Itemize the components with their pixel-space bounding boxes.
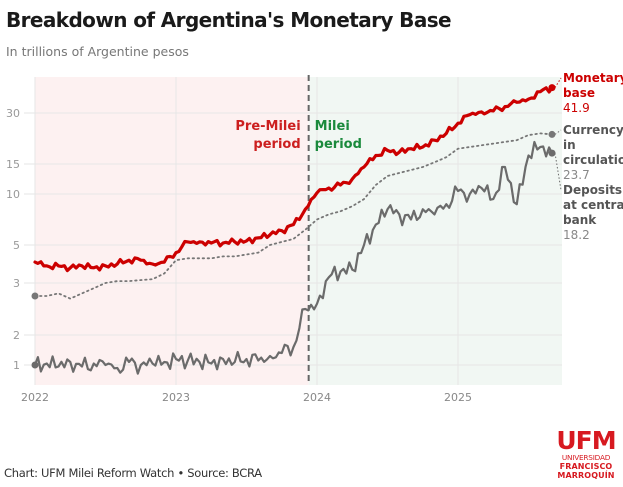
series-end-value: 18.2 <box>563 228 590 242</box>
series-end-marker <box>548 130 556 138</box>
y-tick-label: 1 <box>13 359 20 372</box>
series-label: Deposits <box>563 183 622 197</box>
series-label-leader <box>554 129 562 135</box>
x-tick-label: 2023 <box>162 391 190 404</box>
source-credit: Chart: UFM Milei Reform Watch • Source: … <box>4 466 262 480</box>
series-label: bank <box>563 213 597 227</box>
chart-title: Breakdown of Argentina's Monetary Base <box>6 8 452 32</box>
series-end-marker <box>548 84 556 92</box>
milei-shading <box>308 77 562 385</box>
series-line-deposits-at-central-bank <box>33 140 554 375</box>
x-tick-label: 2024 <box>303 391 331 404</box>
series-line-currency-in-circulation <box>34 132 553 300</box>
logo-acronym: UFM <box>556 426 616 455</box>
x-tick-label: 2025 <box>444 391 472 404</box>
series-label: base <box>563 86 595 100</box>
milei-label: Milei <box>315 119 350 134</box>
pre-milei-shading <box>35 77 309 385</box>
pre-milei-label: period <box>253 137 300 152</box>
y-tick-label: 3 <box>13 277 20 290</box>
pre-milei-label: Pre-Milei <box>235 119 300 134</box>
logo-line-3: MARROQUÍN <box>557 471 615 480</box>
series-label: in <box>563 138 576 152</box>
series-label: circulation <box>563 153 623 167</box>
logo-line-2: FRANCISCO <box>559 462 613 471</box>
y-tick-label: 2 <box>13 329 20 342</box>
series-end-value: 23.7 <box>563 168 590 182</box>
milei-label: period <box>315 137 362 152</box>
series-label: Monetary <box>563 71 623 85</box>
series-label: at central <box>563 198 623 212</box>
series-label-leader <box>554 153 562 191</box>
series-end-marker <box>548 149 556 157</box>
series-line-monetary-base <box>33 86 554 273</box>
ufm-logo: UFM UNIVERSIDAD FRANCISCO MARROQUÍN <box>553 426 619 480</box>
y-tick-label: 30 <box>6 107 20 120</box>
chart-subtitle: In trillions of Argentine pesos <box>6 44 189 59</box>
x-tick-label: 2022 <box>21 391 49 404</box>
y-tick-label: 10 <box>6 188 20 201</box>
series-start-marker <box>31 361 39 369</box>
logo-line-1: UNIVERSIDAD <box>561 453 611 462</box>
series-end-value: 41.9 <box>563 101 590 115</box>
y-tick-label: 15 <box>6 158 20 171</box>
series-start-marker <box>31 292 39 300</box>
y-tick-label: 5 <box>13 239 20 252</box>
series-label: Currency <box>563 123 623 137</box>
